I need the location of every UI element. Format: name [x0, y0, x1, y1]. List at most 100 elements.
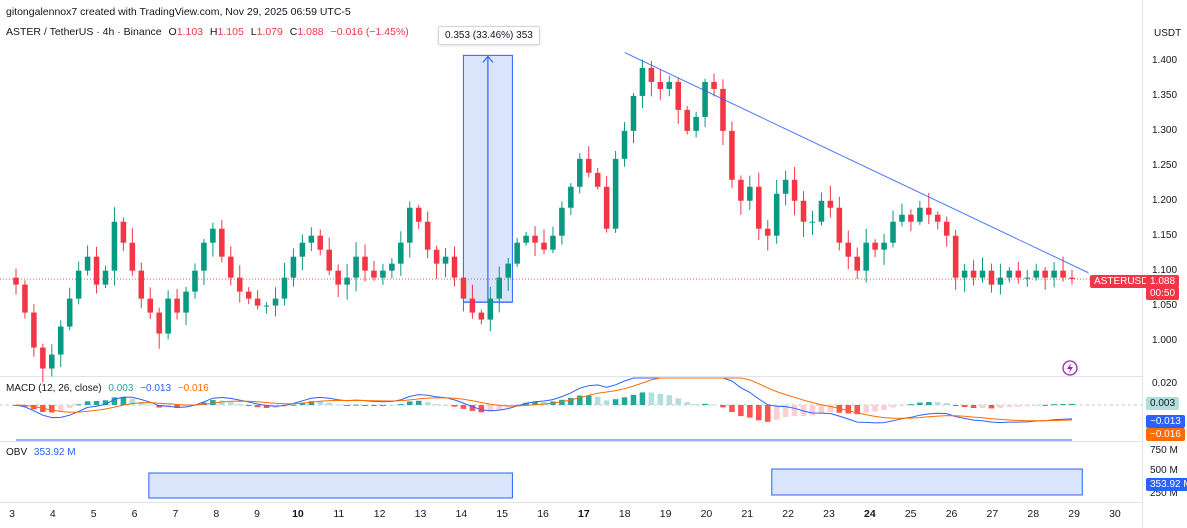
obv-legend[interactable]: OBV 353.92 M [6, 447, 76, 458]
macd-histogram-bar [854, 405, 860, 415]
candle [845, 242, 852, 257]
chart-credit: gitongalennox7 created with TradingView.… [6, 6, 351, 18]
macd-histogram-bar [290, 404, 297, 406]
macd-histogram-bar [603, 400, 610, 405]
change-value: −0.016 (−1.45%) [330, 26, 409, 38]
candle [111, 221, 118, 271]
time-tick-label: 5 [90, 508, 97, 520]
candle [863, 242, 869, 271]
macd-line-tag: −0.013 [1146, 415, 1185, 428]
macd-histogram-bar [988, 405, 995, 409]
candle [702, 81, 708, 117]
time-tick-label: 25 [904, 508, 917, 520]
macd-histogram-bar [1033, 405, 1039, 406]
candle [747, 186, 753, 201]
candle [102, 270, 109, 285]
time-tick-label: 3 [9, 508, 15, 520]
candle [192, 270, 198, 292]
obv-title: OBV [6, 447, 28, 458]
candle [952, 235, 959, 278]
macd-histogram-bar [1042, 404, 1048, 406]
candle [764, 228, 771, 236]
macd-histogram-bar [845, 405, 852, 414]
macd-histogram-bar [478, 405, 485, 413]
pane-divider-macd[interactable] [0, 376, 1142, 377]
candle [22, 284, 28, 313]
candle [40, 347, 46, 369]
candle [362, 256, 368, 271]
time-tick-label: 4 [49, 508, 56, 520]
macd-histogram-bar [827, 405, 834, 413]
lightning-icon[interactable] [1060, 358, 1080, 378]
macd-legend[interactable]: MACD (12, 26, close) 0.003 −0.013 −0.016 [6, 383, 209, 394]
candle [174, 298, 180, 313]
macd-histogram-bar [263, 405, 270, 409]
macd-histogram-bar [326, 402, 332, 405]
time-tick-label: 20 [700, 508, 713, 520]
candle [353, 256, 359, 278]
macd-histogram-bar [594, 396, 601, 405]
macd-histogram-bar [952, 405, 959, 406]
candle [93, 256, 100, 285]
time-tick-label: 14 [455, 508, 468, 520]
candle [66, 298, 73, 327]
macd-histogram-bar [899, 405, 905, 406]
macd-histogram-bar [791, 405, 798, 416]
candle [201, 242, 207, 271]
macd-signal-value: −0.016 [177, 383, 209, 394]
macd-histogram-bar [120, 397, 127, 405]
macd-histogram-bar [711, 404, 717, 406]
candle [684, 109, 690, 131]
macd-histogram-bar [362, 405, 368, 406]
candle [263, 305, 270, 307]
time-tick-label: 24 [864, 508, 876, 520]
macd-histogram-bar [138, 401, 145, 405]
candle [988, 270, 995, 285]
macd-histogram-bar [219, 400, 225, 405]
candle [1006, 270, 1013, 278]
low-label: L [250, 26, 257, 38]
candle [532, 235, 538, 243]
macd-histogram-bar [577, 395, 583, 405]
candle [979, 270, 986, 278]
macd-histogram-bar [406, 401, 413, 405]
symbol-legend[interactable]: ASTER / TetherUS · 4h · Binance O1.103 H… [6, 26, 413, 38]
candle [344, 277, 350, 285]
candle [138, 270, 145, 299]
macd-histogram-bar [917, 402, 923, 405]
candle [469, 298, 476, 313]
symbol-name: ASTER / TetherUS · 4h · Binance [6, 26, 162, 38]
candle [31, 312, 37, 348]
macd-histogram-bar [514, 404, 520, 406]
time-tick-label: 8 [213, 508, 220, 520]
macd-histogram-bar [657, 393, 664, 405]
macd-histogram-bar [961, 405, 968, 408]
candle [926, 207, 932, 215]
macd-histogram-bar [782, 405, 789, 418]
last-price-tag: 1.088 [1146, 275, 1180, 288]
candle [380, 270, 386, 278]
macd-histogram-bar [415, 400, 422, 405]
macd-histogram-bar [675, 398, 682, 405]
candle [120, 221, 127, 243]
close-label: C [289, 26, 298, 38]
time-tick-label: 11 [333, 508, 345, 520]
price-tick-label: 1.050 [1152, 299, 1178, 311]
time-tick-label: 28 [1027, 508, 1040, 520]
time-tick-label: 15 [496, 508, 509, 520]
macd-histogram-bar [129, 398, 136, 405]
candle [961, 270, 968, 278]
time-tick-label: 9 [254, 508, 261, 520]
macd-histogram-bar [245, 405, 252, 406]
candle [630, 95, 637, 131]
macd-histogram-bar [738, 405, 744, 417]
macd-histogram-bar [1051, 404, 1057, 406]
macd-histogram-bar [568, 397, 574, 405]
macd-histogram-bar [451, 405, 458, 407]
pane-divider-obv[interactable] [0, 441, 1142, 442]
candle [228, 256, 234, 278]
macd-histogram-bar [371, 405, 377, 406]
macd-histogram-bar [863, 405, 869, 413]
obv-axis-250: 250 M [1150, 488, 1178, 499]
